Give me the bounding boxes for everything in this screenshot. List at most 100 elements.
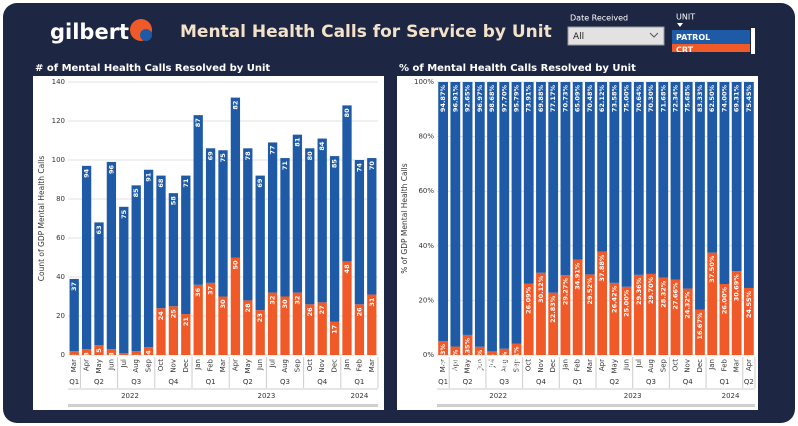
x-tick-label: Mar [219,359,227,372]
data-label: 75 [219,153,227,163]
quarter-label: Q4 [683,378,694,386]
x-tick-label: Aug [500,359,508,373]
data-label: 5 [95,348,103,353]
bar-segment [292,134,303,293]
data-label: 34.91% [574,262,582,290]
x-tick-label: Apr [231,359,239,371]
data-label: 68 [157,178,165,188]
x-tick-label: Jan [561,359,569,371]
scrollbar [68,404,378,407]
panel-title: % of Mental Health Calls Resolved by Uni… [399,63,636,74]
bar-segment [131,351,141,355]
bar-segment [317,138,327,303]
bar-segment [255,175,265,311]
bar-segment [695,309,705,355]
dropdown-arrow [649,32,659,38]
x-tick-label: Nov [537,359,545,373]
bar-segment [280,158,290,297]
bar-segment [329,321,340,355]
bar-segment [462,334,473,355]
bar-segment [218,296,228,355]
bar-segment [499,82,510,349]
data-label: 94 [83,168,91,178]
y-tick-label: 20 [56,312,65,320]
year-label: 2023 [257,392,275,400]
bar-segment [670,82,681,280]
data-label: 83.33% [696,85,704,113]
data-label: 69 [207,151,215,161]
bar-segment [511,343,522,355]
bar-segment [230,97,241,258]
quarter-label: Q2 [94,378,104,386]
x-tick-label: May [610,359,618,373]
data-label: 32 [293,296,301,305]
data-label: 27 [318,305,326,314]
quarter-label: Q2 [243,378,253,386]
sort-arrow [677,23,683,27]
data-label: 69.31% [733,85,741,113]
bar-segment [81,349,92,355]
year-label: 2023 [624,392,642,400]
bar-segment [342,105,352,262]
x-tick-label: Apr [598,359,606,371]
x-tick-label: Feb [355,358,363,371]
bar-segment [719,82,730,285]
x-tick-label: Aug [132,359,140,373]
data-label: 72.34% [672,85,680,113]
bar-segment [682,82,693,289]
x-tick-label: May [464,359,472,373]
y-tick-label: 80 [56,195,65,203]
quarter-label: Q2 [744,378,754,386]
legend-crt-bg[interactable] [672,44,750,52]
brand: gilbert [50,20,129,44]
bar-segment [81,165,92,350]
bar-segment [560,275,571,355]
bar-segment [156,308,166,355]
bar-segment [450,82,461,347]
data-label: 65.09% [574,85,582,113]
bar-segment [707,252,718,355]
y-tick-label: 0 [61,351,65,359]
bar-segment [367,158,377,295]
date-dropdown[interactable] [567,26,665,46]
x-tick-label: Jun [623,359,631,371]
data-label: 36 [194,287,202,297]
quarter-label: Q3 [280,378,290,386]
bar-segment [305,148,315,305]
year-label: 2022 [121,392,139,400]
bar-segment [156,175,166,309]
data-label: 26.09% [525,286,533,314]
x-tick-label: Sep [513,358,521,372]
quarter-label: Q3 [646,378,656,386]
bar-segment [707,82,718,253]
bar-segment [317,302,327,355]
y-axis-title: Count of GDP Mental Health Calls [37,156,46,282]
data-label: 70 [368,161,376,171]
data-label: 73.91% [525,85,533,113]
bar-segment [548,292,559,355]
data-label: 70.30% [647,85,655,113]
data-label: 75.68% [684,85,692,113]
data-label: 2 [70,354,78,359]
bar-segment [499,348,510,355]
data-label: 77 [269,145,277,154]
x-tick-label: Mar [70,359,78,372]
data-label: 3 [83,352,91,357]
bar-segment [230,257,241,355]
x-tick-label: Nov [169,359,177,373]
data-label: 37 [70,282,78,291]
bar-segment [743,82,754,288]
data-label: 26.00% [720,287,728,315]
bar-segment [572,82,583,260]
quarter-label: Q1 [354,378,364,386]
scrollbar[interactable] [751,28,755,54]
bar-segment [69,278,79,352]
data-label: 29.36% [635,277,643,305]
data-label: 74.00% [720,85,728,113]
bar-segment [633,82,644,275]
data-label: 29.70% [647,276,655,304]
x-tick-label: Sep [659,358,667,372]
legend-patrol-bg[interactable] [672,30,750,44]
